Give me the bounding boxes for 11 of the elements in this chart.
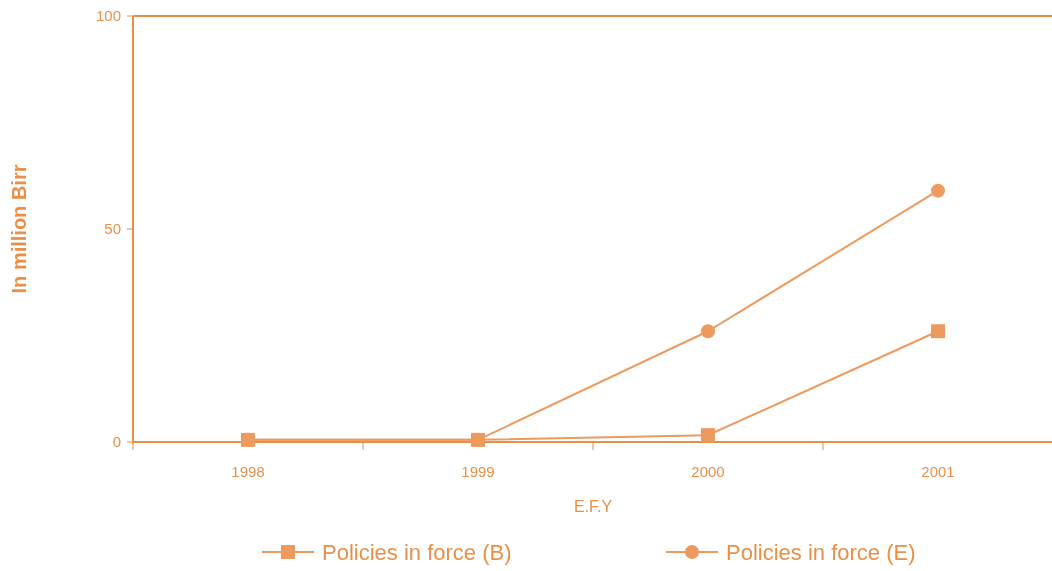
y-tick-label: 50 xyxy=(104,220,121,238)
x-tick-label: 1999 xyxy=(461,463,495,480)
y-tick-label: 0 xyxy=(112,433,121,451)
legend-label: Policies in force (E) xyxy=(726,539,916,565)
x-tick-label: 2001 xyxy=(921,463,955,480)
y-tick-label: 100 xyxy=(95,7,121,25)
x-tick-label: 1998 xyxy=(231,463,265,480)
x-axis-title: E.F.Y xyxy=(573,498,613,515)
y-axis-title: In million Birr xyxy=(8,164,30,294)
x-tick-label: 2000 xyxy=(691,463,725,480)
legend-label: Policies in force (B) xyxy=(322,539,512,565)
